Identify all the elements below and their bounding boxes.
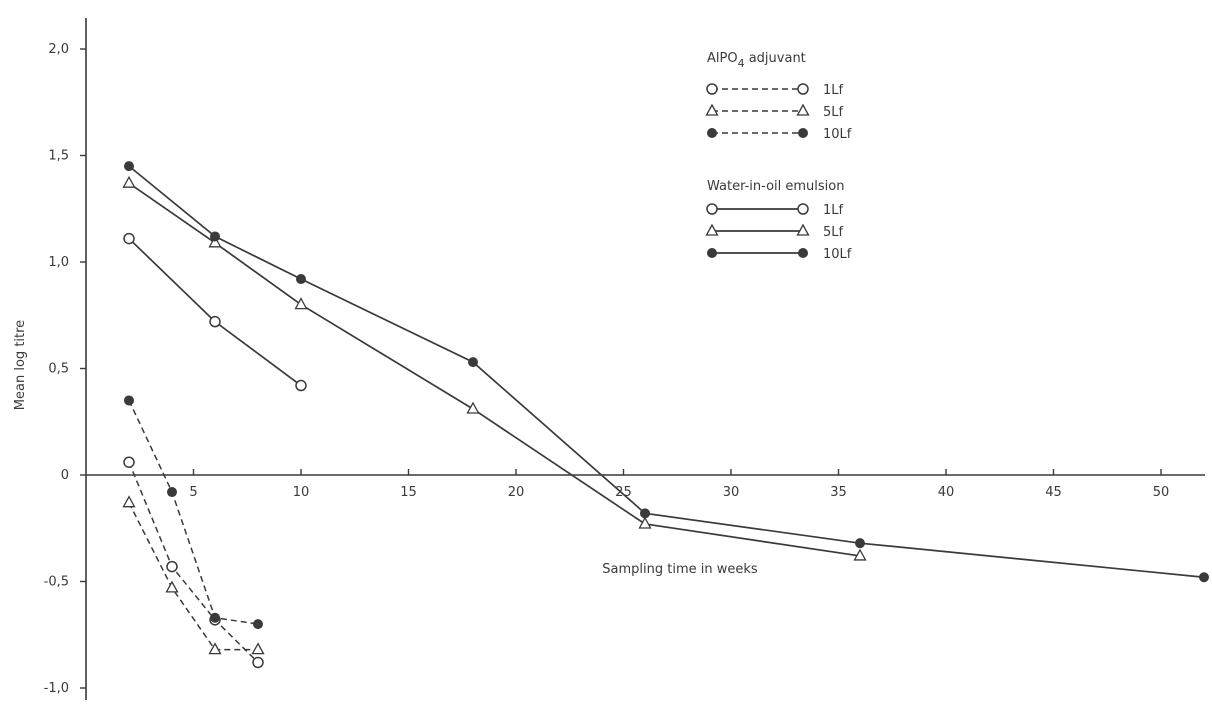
data-point (210, 231, 220, 242)
x-tick-label: 30 (723, 485, 740, 500)
legend-marker (797, 203, 809, 215)
data-point (853, 548, 867, 561)
series-alpo4-10Lf (124, 395, 263, 630)
data-point (855, 538, 865, 549)
data-point (466, 401, 480, 414)
legend-label: 1Lf (823, 83, 844, 98)
x-tick-label: 20 (508, 485, 525, 500)
data-point (208, 235, 222, 248)
data-point (166, 560, 178, 573)
legend-label: 10Lf (823, 127, 852, 142)
series-water-in-oil-5Lf (122, 175, 867, 561)
data-point (296, 274, 306, 285)
x-tick-label: 35 (830, 485, 847, 500)
data-point (252, 656, 264, 669)
x-tick-label: 15 (400, 485, 417, 500)
series-water-in-oil-1Lf (123, 232, 307, 392)
data-point (638, 516, 652, 529)
legend-label: 5Lf (823, 225, 844, 240)
data-point (468, 357, 478, 368)
data-point (640, 508, 650, 519)
y-tick-label: -1,0 (44, 681, 69, 696)
data-point (122, 175, 136, 188)
series-water-in-oil-10Lf (124, 161, 1209, 583)
legend-label: 10Lf (823, 247, 852, 262)
series-alpo4-5Lf (122, 495, 265, 655)
x-tick-label: 50 (1153, 485, 1170, 500)
x-tick-label: 40 (938, 485, 955, 500)
legend-marker (707, 248, 717, 258)
data-point (208, 642, 222, 655)
legend-label: 5Lf (823, 105, 844, 120)
data-point (209, 315, 221, 328)
series-line (128, 400, 259, 625)
y-tick-label: 0,5 (48, 362, 69, 377)
y-tick-label: 1,5 (48, 149, 69, 164)
y-tick-label: -0,5 (44, 575, 69, 590)
data-point (251, 642, 265, 655)
series-line (128, 165, 1205, 579)
data-point (122, 495, 136, 508)
x-axis-title: Sampling time in weeks (602, 562, 758, 577)
legend-marker (797, 83, 809, 95)
legend-marker (706, 203, 718, 215)
x-tick-label: 10 (293, 485, 310, 500)
data-point (124, 161, 134, 172)
legend-label: 1Lf (823, 203, 844, 218)
legend-marker (707, 128, 717, 138)
y-tick-label: 1,0 (48, 255, 69, 270)
x-tick-label: 25 (615, 485, 632, 500)
data-point (295, 379, 307, 392)
data-point (253, 619, 263, 630)
data-point (294, 297, 308, 310)
legend-marker (798, 128, 808, 138)
series-layer (122, 161, 1209, 669)
legend: AlPO4 adjuvant Water-in-oil emulsion 1Lf 5L… (705, 51, 852, 262)
data-point (210, 612, 220, 623)
legend-marker (706, 83, 718, 95)
legend-group-title: AlPO4 adjuvant (707, 51, 806, 70)
legend-group-title: Water-in-oil emulsion (707, 179, 844, 194)
axes: 2,0 1,5 1,0 0,5 0 -0,5 -1,0 5 10 15 20 25 30 35 40 45 50… (13, 18, 1205, 700)
x-tick-label: 5 (189, 485, 197, 500)
data-point (124, 395, 134, 406)
x-tick-label: 45 (1045, 485, 1062, 500)
data-point (123, 232, 135, 245)
legend-marker (796, 223, 810, 236)
legend-marker (796, 103, 810, 116)
data-point (123, 456, 135, 468)
data-point (165, 580, 179, 593)
y-axis-title: Mean log titre (13, 320, 28, 410)
series-line (128, 502, 258, 651)
legend-marker (798, 248, 808, 258)
data-point (167, 487, 177, 498)
series-line (128, 461, 259, 663)
legend-marker (705, 103, 719, 116)
data-point (1199, 572, 1209, 583)
series-line (128, 182, 861, 557)
y-tick-label: 0 (61, 468, 69, 483)
series-line (128, 237, 302, 387)
y-tick-label: 2,0 (48, 42, 69, 57)
legend-marker (705, 223, 719, 236)
